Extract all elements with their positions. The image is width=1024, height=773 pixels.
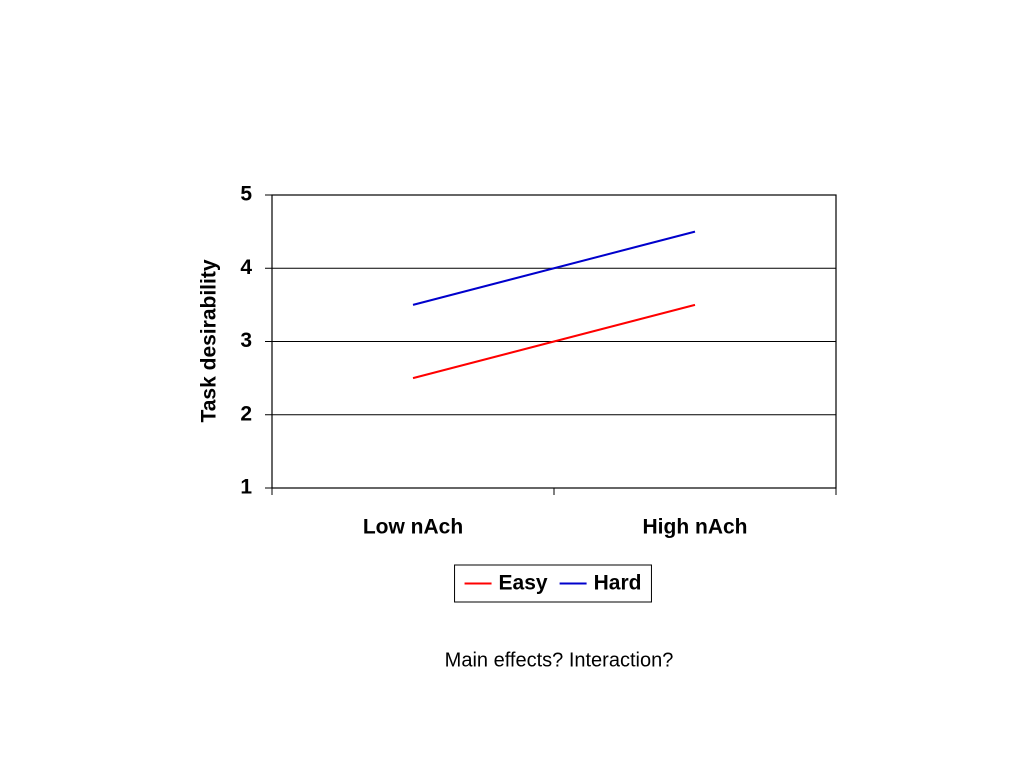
series-line (412, 230, 696, 306)
y-tick-label: 1 (240, 476, 252, 499)
y-tick-label: 4 (240, 256, 252, 279)
legend-label: Hard (594, 572, 642, 595)
y-tick-label: 2 (240, 402, 252, 425)
caption: Main effects? Interaction? (445, 649, 674, 671)
series-line (412, 303, 696, 380)
x-tick-label: Low nAch (363, 516, 463, 539)
legend-label: Easy (499, 572, 548, 595)
y-tick-label: 5 (240, 183, 252, 206)
y-tick-label: 3 (240, 329, 252, 352)
x-tick-label: High nAch (643, 516, 748, 539)
y-axis-label: Task desirability (198, 259, 221, 422)
